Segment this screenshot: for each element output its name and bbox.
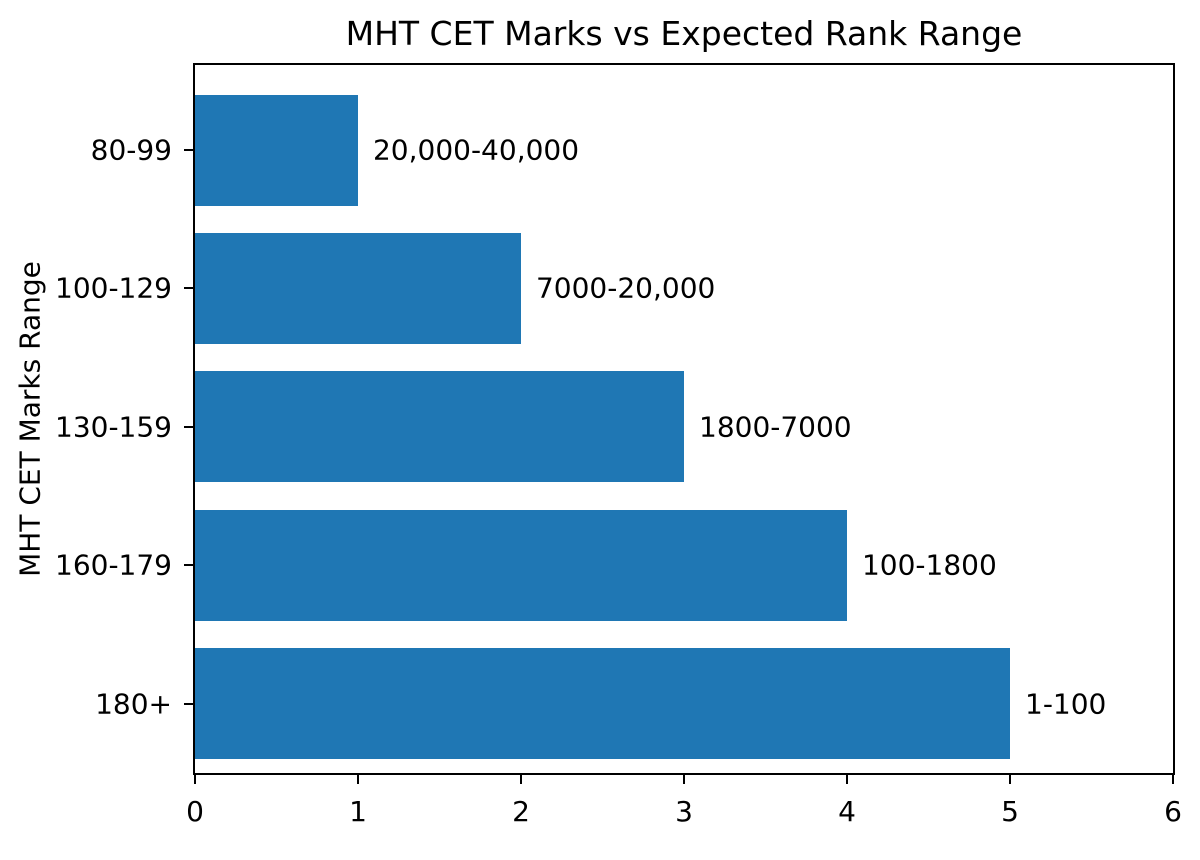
- x-axis-tick: [1009, 775, 1011, 784]
- x-axis-tick: [683, 775, 685, 784]
- x-tick-label: 2: [512, 795, 530, 828]
- x-tick-label: 1: [349, 795, 367, 828]
- plot-area: 80-99 20,000-40,000 100-129 7000-20,000 130-…: [55, 63, 1182, 826]
- chart-title: MHT CET Marks vs Expected Rank Range: [345, 14, 1023, 53]
- y-axis-tick: [184, 287, 193, 290]
- y-axis-tick: [184, 149, 193, 151]
- x-axis-tick: [845, 775, 848, 784]
- y-tick-label: 130-159: [55, 410, 172, 444]
- x-tick-label: 5: [1001, 795, 1019, 828]
- x-tick-label: 4: [838, 795, 856, 828]
- bar-value-label: 7000-20,000: [535, 271, 716, 305]
- y-tick-label: 80-99: [90, 133, 172, 167]
- y-tick-label: 160-179: [55, 548, 172, 582]
- bar: [195, 94, 358, 206]
- x-tick-label: 0: [186, 795, 204, 828]
- x-axis-tick: [519, 775, 522, 784]
- y-axis-tick: [184, 425, 193, 428]
- bar-value-label: 20,000-40,000: [372, 133, 580, 167]
- x-axis-tick: [356, 775, 359, 784]
- bar-value-label: 1800-7000: [699, 410, 852, 444]
- y-axis-tick: [184, 564, 193, 567]
- bar: [195, 648, 1010, 760]
- y-axis-label: MHT CET Marks Range: [13, 261, 47, 577]
- y-tick-label: 180+: [95, 687, 172, 721]
- bar: [195, 509, 847, 621]
- x-tick-label: 6: [1164, 795, 1182, 828]
- x-tick-label: 3: [675, 795, 693, 828]
- bar: [195, 371, 684, 483]
- y-tick-label: 100-129: [55, 271, 172, 305]
- x-axis-tick: [194, 775, 196, 784]
- y-axis-tick: [184, 702, 193, 705]
- bar: [195, 232, 521, 344]
- bar-value-label: 100-1800: [861, 548, 997, 582]
- x-axis-tick: [1172, 775, 1174, 784]
- bar-value-label: 1-100: [1025, 687, 1107, 721]
